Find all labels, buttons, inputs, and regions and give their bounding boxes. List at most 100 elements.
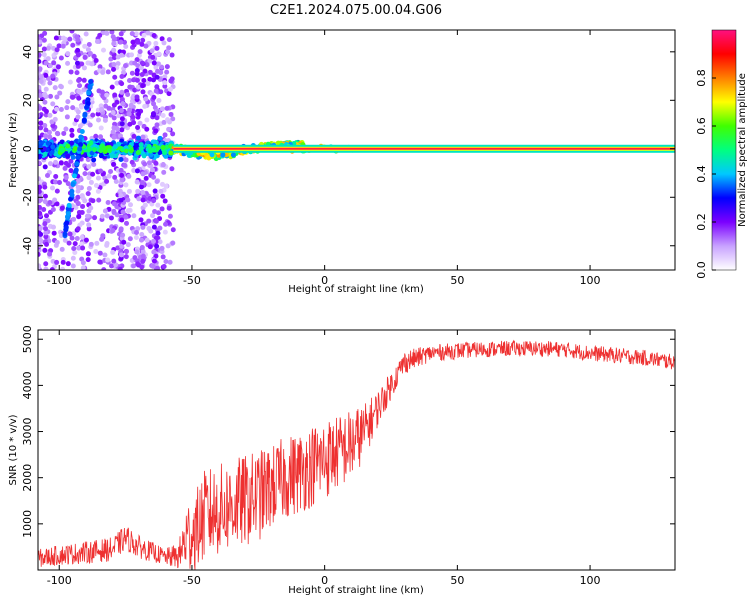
- spectrogram-cell: [160, 254, 166, 260]
- spectrogram-cell: [134, 71, 140, 77]
- spectrogram-cell: [102, 252, 108, 258]
- spectrogram-cell: [140, 189, 146, 195]
- spectrogram-cell: [160, 144, 166, 150]
- spectrogram-cell: [120, 101, 126, 107]
- spectrogram-cell: [156, 97, 162, 103]
- spectrogram-cell: [151, 94, 157, 100]
- spectrogram-cell: [139, 41, 145, 47]
- spectrogram-cell: [61, 130, 67, 136]
- spectrogram-cell: [131, 213, 137, 219]
- spectrogram-cell: [111, 161, 117, 167]
- spectrogram-cell: [88, 79, 94, 85]
- spectrogram-cell: [140, 209, 146, 215]
- spectrogram-cell: [43, 133, 49, 139]
- spectrogram-cell: [164, 105, 170, 111]
- spectrogram-cell: [68, 69, 74, 75]
- spectrogram-cell: [147, 244, 153, 250]
- spectrogram-cell: [43, 266, 49, 270]
- spectrogram-cell: [53, 159, 59, 165]
- spectrogram-cell: [92, 215, 98, 221]
- spectrogram-cell: [63, 160, 69, 166]
- spectrogram-cell: [129, 159, 135, 165]
- spectrogram-cell: [75, 155, 81, 161]
- spectrogram-y-label: Frequency (Hz): [8, 112, 19, 188]
- spectrogram-cell: [38, 113, 41, 119]
- spectrogram-cell: [85, 251, 91, 257]
- spectrogram-cell: [38, 189, 42, 195]
- spectrogram-cell: [159, 64, 165, 70]
- spectrogram-cell: [47, 63, 53, 69]
- spectrogram-cell: [47, 112, 53, 118]
- x-tick-label: -50: [183, 274, 201, 287]
- spectrogram-cell: [69, 127, 75, 133]
- spectrogram-cell: [98, 168, 104, 174]
- spectrogram-cell: [133, 230, 139, 236]
- spectrogram-cell: [86, 42, 92, 48]
- spectrogram-cell: [153, 218, 159, 224]
- spectrogram-cell: [111, 134, 117, 140]
- spectrogram-cell: [170, 131, 176, 137]
- spectrogram-cell: [60, 43, 66, 49]
- spectrogram-cell: [95, 175, 101, 181]
- spectrogram-cell: [70, 255, 76, 261]
- spectrogram-cell: [81, 77, 87, 83]
- spectrogram-cell: [150, 263, 156, 269]
- spectrogram-cell: [136, 196, 142, 202]
- spectrogram-cell: [126, 173, 132, 179]
- spectrogram-cell: [42, 164, 48, 170]
- spectrogram-cell: [167, 213, 173, 219]
- spectrogram-cell: [105, 69, 111, 75]
- spectrogram-cell: [119, 89, 125, 95]
- spectrogram-cell: [49, 267, 55, 270]
- spectrogram-cell: [38, 120, 44, 126]
- spectrogram-cell: [38, 78, 44, 84]
- spectrogram-cell: [75, 194, 81, 200]
- spectrogram-cell: [138, 145, 144, 151]
- spectrogram-cell: [64, 114, 70, 120]
- spectrogram-cell: [98, 125, 104, 131]
- spectrogram-cell: [38, 59, 42, 65]
- spectrogram-cell: [154, 265, 160, 270]
- spectrogram-cell: [101, 47, 107, 53]
- carrier-line: [173, 144, 675, 153]
- spectrogram-cell: [63, 174, 69, 180]
- spectrogram-cell: [140, 37, 146, 43]
- spectrogram-cell: [58, 55, 64, 61]
- spectrogram-cell: [145, 30, 151, 36]
- spectrogram-cell: [55, 64, 61, 70]
- spectrogram-cell: [119, 127, 125, 133]
- spectrogram-cell: [139, 180, 145, 186]
- spectrogram-cell: [135, 226, 141, 232]
- spectrogram-cell: [111, 66, 117, 72]
- spectrogram-cell: [45, 56, 51, 62]
- spectrogram-cell: [51, 230, 57, 236]
- spectrogram-cell: [131, 77, 137, 83]
- spectrogram-cell: [135, 84, 141, 90]
- spectrogram-cell: [131, 167, 137, 173]
- spectrogram-cell: [70, 105, 76, 111]
- spectrogram-cell: [109, 263, 115, 269]
- spectrogram-cell: [78, 142, 84, 148]
- colorbar-tick-label: 0.4: [695, 165, 708, 183]
- spectrogram-cell: [86, 146, 92, 152]
- spectrogram-cell: [153, 88, 159, 94]
- spectrogram-cell: [151, 258, 157, 264]
- spectrogram-cell: [74, 70, 80, 76]
- spectrogram-cell: [38, 198, 43, 204]
- spectrogram-cells: [38, 30, 367, 270]
- spectrogram-cell: [150, 167, 156, 173]
- spectrogram-cell: [156, 51, 162, 57]
- spectrogram-cell: [170, 240, 176, 246]
- spectrogram-cell: [90, 198, 96, 204]
- spectrogram-cell: [142, 161, 148, 167]
- spectrogram-cell: [91, 157, 97, 163]
- spectrogram-cell: [125, 208, 131, 214]
- spectrogram-cell: [93, 182, 99, 188]
- spectrogram-cell: [153, 128, 159, 134]
- snr-x-label: Height of straight line (km): [288, 585, 424, 596]
- spectrogram-cell: [154, 178, 160, 184]
- spectrogram-cell: [47, 251, 53, 257]
- spectrogram-cell: [135, 135, 141, 141]
- spectrogram-cell: [108, 168, 114, 174]
- y-tick-label: 2000: [21, 464, 34, 492]
